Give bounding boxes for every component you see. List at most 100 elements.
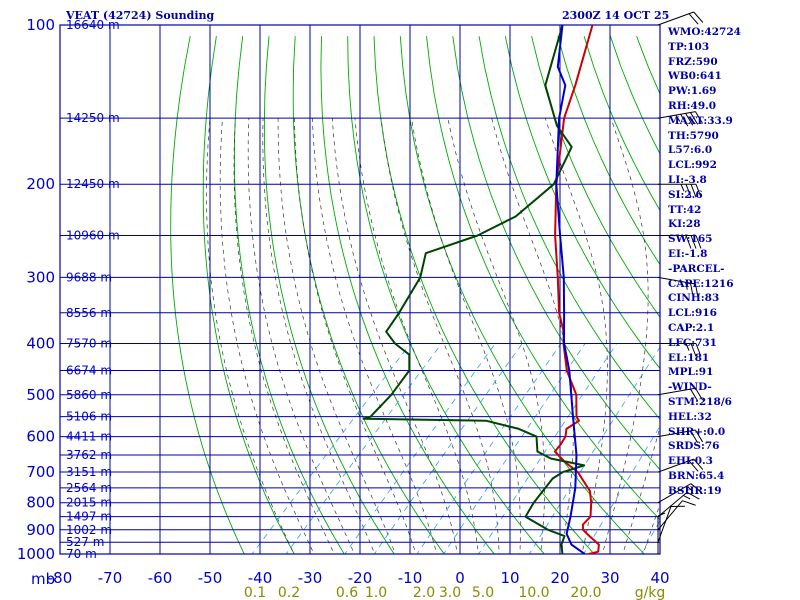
mixing-ratio-line (373, 343, 523, 554)
pressure-label: 300 (26, 268, 55, 286)
wind-barb (657, 491, 700, 518)
dry-adiabat (531, 36, 660, 318)
sounding-indices: WMO:42724 TP:103 FRZ:590 WB0:641 PW:1.69 RH:4… (668, 25, 798, 499)
index-item: SRDS:76 (668, 440, 720, 453)
dry-adiabat (263, 36, 395, 554)
temperature-label: -40 (248, 569, 273, 587)
dry-adiabat (452, 36, 660, 471)
index-item: LCL:992 (668, 159, 717, 172)
index-item: TP:103 (668, 40, 710, 53)
pressure-label: 500 (26, 386, 55, 404)
height-label: 2564 m (66, 481, 112, 495)
height-label: 16640 m (66, 18, 120, 32)
mixing-ratio-label: 10.0 (518, 585, 549, 600)
sounding-time: 2300Z 14 OCT 25 (562, 9, 669, 22)
dry-adiabat (557, 36, 660, 266)
temperature-label: 20 (550, 569, 569, 587)
wind-barb (657, 111, 704, 127)
index-item: LI:-3.8 (668, 173, 707, 186)
height-label: 8556 m (66, 306, 112, 320)
mixing-ratio-label: 0.6 (336, 585, 358, 600)
index-item: LCL:916 (668, 307, 717, 320)
dry-adiabat (426, 36, 660, 521)
mixing-ratio-line (344, 343, 496, 554)
wind-barb (657, 458, 704, 473)
temperature-label: 40 (650, 569, 669, 587)
dry-adiabat (347, 36, 545, 554)
height-label: 2015 m (66, 496, 112, 510)
mixing-ratio-label: 5.0 (472, 585, 494, 600)
dewpoint-trace (362, 25, 586, 554)
temperature-label: 10 (500, 569, 519, 587)
mixing-ratio-line (443, 343, 586, 554)
mixing-ratio-line (478, 343, 618, 554)
height-label: 5106 m (66, 410, 112, 424)
mb-label: mb (31, 570, 55, 588)
pressure-label: 700 (26, 463, 55, 481)
index-item: -PARCEL- (668, 262, 725, 275)
height-label: 14250 m (66, 111, 120, 125)
mixing-ratio-line (416, 343, 562, 554)
temperature-label: -20 (348, 569, 373, 587)
height-label: 10960 m (66, 229, 120, 243)
temperature-label: -60 (148, 569, 173, 587)
wind-barb (657, 11, 704, 26)
temperature-label: -10 (398, 569, 423, 587)
index-item: RH:49.0 (668, 99, 717, 112)
index-item: SI:2.6 (668, 188, 703, 201)
mixing-ratio-label: 0.2 (278, 585, 300, 600)
height-label: 4411 m (66, 430, 112, 444)
index-item: TH:5790 (668, 129, 719, 142)
plot-frame (59, 24, 661, 555)
dry-adiabat (504, 36, 660, 370)
pressure-label: 400 (26, 335, 55, 353)
wind-barb (657, 483, 703, 504)
height-label: 7570 m (66, 337, 112, 351)
index-item: CINH:83 (668, 292, 720, 305)
index-item: EHI:0.3 (668, 455, 713, 468)
dry-adiabat (233, 36, 345, 554)
index-item: CAPE:1216 (668, 277, 734, 290)
height-label: 3762 m (66, 448, 112, 462)
index-item: LFC:731 (668, 336, 717, 349)
height-label: 1497 m (66, 510, 112, 524)
index-item: EL:181 (668, 351, 710, 364)
mixing-ratio-label: 0.1 (244, 585, 266, 600)
index-item: MAXT:33.9 (668, 114, 733, 127)
index-item: SHR+:0.0 (668, 425, 726, 438)
dry-adiabat (170, 36, 245, 554)
height-label: 3151 m (66, 465, 112, 479)
index-item: STM:218/6 (668, 395, 732, 408)
wind-barb (657, 276, 699, 298)
index-item: WB0:641 (668, 70, 722, 83)
height-label: 1002 m (66, 523, 112, 537)
index-item: BSHR:19 (668, 484, 722, 497)
pressure-label: 200 (26, 175, 55, 193)
index-item: WMO:42724 (668, 26, 741, 38)
height-label: 12450 m (66, 177, 120, 191)
temperature-label: 30 (600, 569, 619, 587)
temperature-label: -50 (198, 569, 223, 587)
mixing-ratio-label: 1.0 (365, 585, 387, 600)
wind-barb (657, 500, 696, 531)
height-label: 9688 m (66, 270, 112, 284)
mixing-ratio-label: 20.0 (570, 585, 601, 600)
dry-adiabat (320, 36, 495, 554)
index-item: PW:1.69 (668, 85, 717, 98)
wind-barb (658, 183, 702, 198)
temperature-label: -70 (98, 569, 123, 587)
pressure-label: 900 (26, 521, 55, 539)
index-item: MPL:91 (668, 366, 714, 379)
height-label: 5860 m (66, 388, 112, 402)
index-item: L57:6.0 (668, 144, 713, 157)
sounding-title: VEAT (42724) Sounding (65, 9, 215, 22)
parcel-trace (555, 25, 587, 554)
wind-barb (658, 235, 702, 249)
index-item: BRN:65.4 (668, 469, 725, 482)
height-label: 527 m (66, 535, 104, 549)
temperature-label: 0 (455, 569, 465, 587)
index-item: TT:42 (668, 203, 702, 216)
index-item: HEL:32 (668, 410, 712, 423)
height-label: 6674 m (66, 364, 112, 378)
